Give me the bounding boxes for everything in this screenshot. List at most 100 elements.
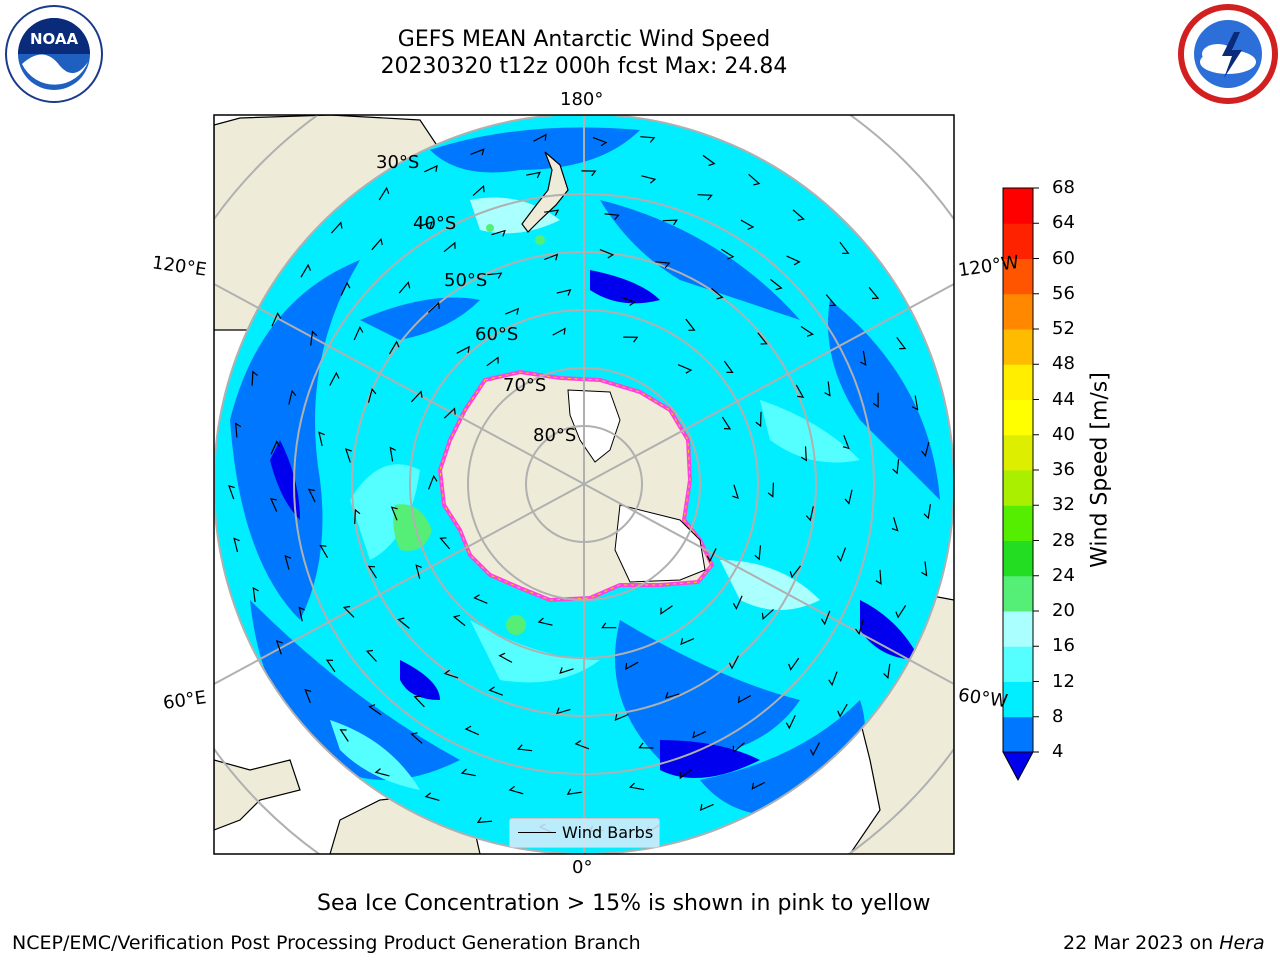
wind-barb — [625, 661, 639, 671]
wind-barb — [697, 194, 713, 201]
wind-barb — [896, 336, 907, 350]
chart-title: GEFS MEAN Antarctic Wind Speed — [397, 27, 771, 52]
colorbar-tick-label: 16 — [1052, 635, 1075, 657]
wind-barb — [427, 301, 440, 313]
nws-logo-icon — [1178, 4, 1278, 104]
colorbar-segment — [1003, 364, 1033, 400]
wind-barb-legend-line — [518, 832, 556, 833]
wind-barb — [868, 287, 880, 300]
wind-barb — [757, 332, 768, 345]
wind-barb — [629, 782, 645, 791]
wind-barb — [298, 606, 306, 622]
lat-label-60s: 60°S — [475, 324, 519, 345]
wind-barb — [855, 620, 864, 636]
wind-barb — [875, 569, 882, 585]
wind-barb — [737, 694, 752, 704]
wind-barb — [800, 446, 807, 462]
wind-barb — [533, 133, 547, 142]
wind-barb — [601, 622, 617, 629]
wind-barb — [795, 384, 805, 398]
wind-barb — [452, 614, 466, 627]
wind-barb — [680, 638, 695, 646]
wind-barb — [319, 544, 329, 559]
wind-barb — [685, 318, 696, 331]
wind-barb — [556, 707, 571, 715]
wind-barb — [755, 411, 762, 428]
wind-barb — [304, 688, 312, 704]
colorbar-segment — [1003, 470, 1033, 506]
wind-barb — [389, 446, 396, 462]
wind-barb — [418, 221, 433, 229]
wind-barb — [410, 390, 423, 403]
wind-barb — [614, 713, 629, 722]
wind-barb — [340, 281, 351, 296]
wind-barb — [543, 253, 559, 261]
wind-barb — [460, 768, 476, 777]
wind-barb — [556, 289, 572, 296]
wind-barb — [307, 488, 316, 503]
noaa-logo-icon: NOAA — [5, 5, 103, 103]
colorbar-segment — [1003, 646, 1033, 682]
legend-label: Wind Barbs — [562, 823, 654, 842]
wind-barb — [228, 484, 235, 500]
colorbar-tick-label: 4 — [1052, 741, 1064, 762]
antarctica — [437, 369, 715, 603]
wind-barb — [428, 474, 438, 490]
wind-barb — [339, 729, 349, 742]
colorbar-tick-label: 20 — [1052, 600, 1075, 621]
wind-barb — [390, 506, 398, 521]
wind-barb — [388, 340, 400, 355]
wind-barb — [842, 434, 850, 450]
wind-barb — [288, 389, 297, 405]
wind-barb — [623, 336, 639, 343]
wind-barb — [789, 565, 801, 579]
wind-barb — [371, 237, 383, 251]
wind-barb — [732, 595, 743, 610]
wind-barb — [828, 671, 838, 687]
wind-barb — [325, 659, 336, 673]
footer-date: 22 Mar 2023 on Hera — [1063, 932, 1265, 954]
colorbar-tick-label: 32 — [1052, 494, 1075, 516]
wind-barb — [443, 669, 459, 679]
colorbar-segment — [1003, 293, 1033, 330]
wind-barb — [464, 725, 480, 736]
wind-barb — [310, 330, 318, 346]
wind-barb — [251, 370, 258, 386]
lat-label-80s: 80°S — [533, 425, 577, 446]
colorbar-tick-label: 12 — [1052, 670, 1075, 692]
wind-barb — [599, 249, 615, 259]
lat-label-70s: 70°S — [503, 375, 547, 396]
wind-barb — [353, 325, 364, 341]
wind-barb — [378, 186, 390, 201]
wind-barb — [443, 407, 456, 419]
wind-barb — [472, 184, 485, 197]
wind-barb — [740, 219, 755, 231]
wind-barb — [367, 565, 378, 579]
wind-barb — [516, 744, 533, 752]
wind-barb — [488, 686, 503, 696]
wind-barb — [820, 610, 831, 626]
wind-barb — [921, 441, 930, 457]
wind-barb — [785, 715, 796, 730]
lon-label-180: 180° — [560, 89, 604, 110]
colorbar-segment — [1003, 681, 1033, 718]
colorbar-segment — [1003, 540, 1033, 577]
wind-barb — [300, 263, 312, 278]
wind-barb — [621, 296, 636, 307]
wind-barb — [604, 213, 620, 221]
wind-barb — [770, 278, 783, 291]
wind-barb — [664, 692, 680, 699]
wind-barb — [860, 350, 867, 366]
wind-barb — [872, 392, 879, 408]
wind-barb — [723, 360, 734, 373]
wind-barb — [837, 703, 848, 718]
footer-date-text: 22 Mar 2023 on — [1063, 932, 1220, 954]
wind-barb — [269, 497, 278, 512]
wind-barb — [252, 586, 259, 602]
wind-barb — [581, 170, 597, 177]
wind-barb — [559, 667, 574, 675]
wind-barb — [365, 649, 377, 662]
wind-barb — [415, 564, 422, 579]
wind-barb — [456, 345, 470, 354]
